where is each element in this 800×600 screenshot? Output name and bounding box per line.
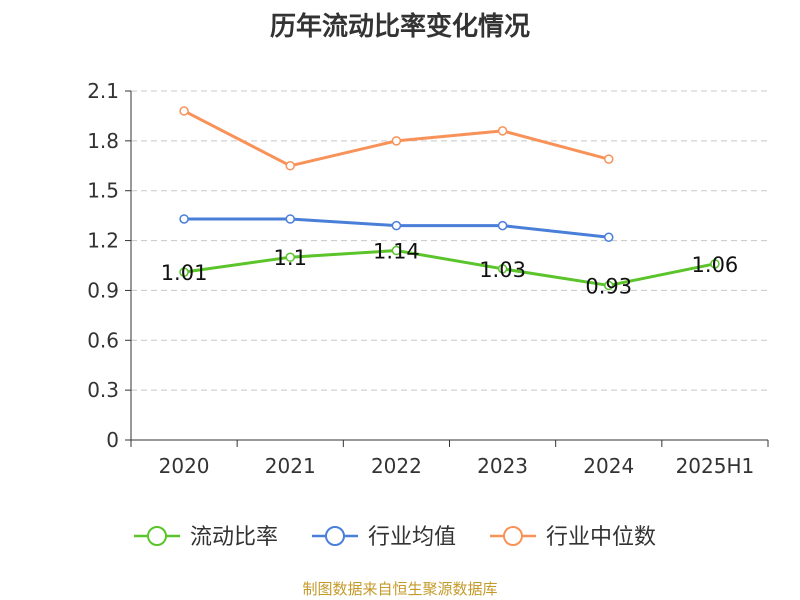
data-point bbox=[285, 252, 295, 262]
y-tick-label: 1.8 bbox=[87, 129, 119, 153]
source-note: 制图数据来自恒生聚源数据库 bbox=[302, 580, 498, 598]
legend-marker bbox=[147, 526, 167, 546]
y-tick-label: 0.9 bbox=[87, 278, 119, 302]
data-point bbox=[179, 214, 189, 224]
y-tick-label: 0.3 bbox=[87, 378, 119, 402]
x-tick-label: 2022 bbox=[371, 454, 422, 478]
data-labels: 1.01 1.1 1.14 1.03 0.93 1.06 bbox=[161, 240, 739, 299]
data-label: 1.03 bbox=[479, 258, 526, 282]
y-tick-label: 0.6 bbox=[87, 328, 119, 352]
data-point bbox=[710, 259, 720, 269]
y-tick-label: 2.1 bbox=[87, 79, 119, 103]
data-point bbox=[497, 264, 508, 274]
x-tick-label: 2023 bbox=[477, 454, 528, 478]
data-point bbox=[497, 126, 508, 136]
legend-label: 行业中位数 bbox=[546, 525, 656, 550]
data-point bbox=[179, 267, 189, 277]
legend-label: 流动比率 bbox=[190, 525, 278, 550]
data-label: 1.1 bbox=[274, 246, 307, 270]
series-line bbox=[183, 249, 716, 287]
y-tick-label: 1.2 bbox=[87, 229, 119, 253]
legend-item[interactable]: 行业中位数 bbox=[490, 525, 656, 550]
x-tick-label: 2024 bbox=[583, 454, 634, 478]
data-point bbox=[604, 154, 614, 164]
x-tick-label: 2020 bbox=[159, 454, 210, 478]
data-label: 1.14 bbox=[373, 240, 420, 264]
data-point bbox=[391, 136, 402, 146]
data-point bbox=[497, 220, 508, 231]
legend-label: 行业均值 bbox=[368, 525, 456, 550]
data-point bbox=[604, 232, 614, 242]
chart-title: 历年流动比率变化情况 bbox=[269, 12, 530, 42]
data-point bbox=[179, 106, 189, 116]
axes: 0 0.3 0.6 0.9 1.2 1.5 1.8 2.1 2020 2021 2022 2023 20… bbox=[87, 79, 769, 478]
data-label: 1.01 bbox=[161, 261, 208, 285]
x-tick-label: 2025H1 bbox=[676, 454, 755, 478]
data-point bbox=[285, 161, 295, 171]
legend[interactable]: 流动比率 行业均值 行业中位数 bbox=[134, 525, 656, 550]
gridlines bbox=[131, 90, 768, 391]
data-point bbox=[285, 214, 295, 224]
y-tick-label: 0 bbox=[106, 428, 119, 452]
y-tick-label: 1.5 bbox=[87, 179, 119, 203]
data-label: 0.93 bbox=[585, 274, 632, 298]
data-point bbox=[391, 245, 402, 256]
data-label: 1.06 bbox=[692, 253, 739, 277]
x-tick-label: 2021 bbox=[265, 454, 316, 478]
legend-item[interactable]: 流动比率 bbox=[134, 525, 278, 550]
legend-marker bbox=[325, 526, 345, 546]
data-point bbox=[604, 280, 614, 291]
series-lines bbox=[179, 106, 720, 291]
data-point bbox=[391, 220, 402, 231]
legend-marker bbox=[503, 526, 523, 546]
legend-item[interactable]: 行业均值 bbox=[312, 525, 456, 550]
